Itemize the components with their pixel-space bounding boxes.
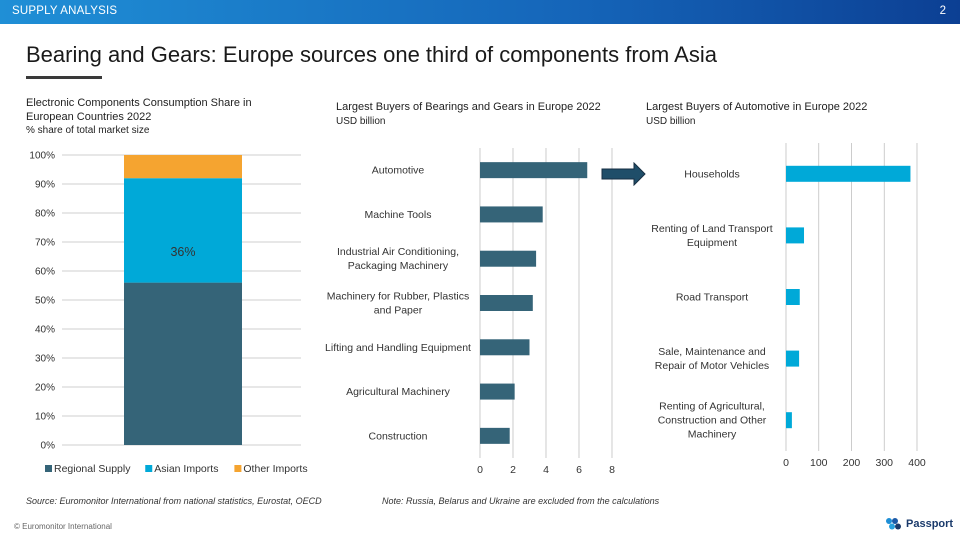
chart3-bar <box>786 165 911 182</box>
chart2-category-label: and Paper <box>374 305 423 317</box>
brand-logo: Passport <box>884 517 953 531</box>
chart2-x-tick-label: 8 <box>609 464 615 476</box>
chart2-bar <box>480 250 537 267</box>
chart2-category-label: Industrial Air Conditioning, <box>337 246 459 258</box>
chart1-y-tick-label: 60% <box>35 267 55 278</box>
chart2-category-label: Agricultural Machinery <box>346 386 451 398</box>
chart2-bar <box>480 295 533 311</box>
chart3-category-label: Renting of Land Transport <box>651 223 772 235</box>
chart2-x-tick-label: 0 <box>477 464 483 476</box>
chart3-category-label: Households <box>684 168 739 180</box>
chart1-legend-label: Regional Supply <box>54 463 131 475</box>
chart1-bar-segment-3 <box>124 155 242 179</box>
title-underline <box>26 76 102 79</box>
chart3-category-label: Equipment <box>687 237 737 249</box>
chart1-y-tick-label: 40% <box>35 325 55 336</box>
chart3-subtitle: USD billion <box>646 115 696 127</box>
chart1-legend-label: Other Imports <box>243 463 307 475</box>
chart1-y-tick-label: 30% <box>35 354 55 365</box>
chart2-category-label: Machinery for Rubber, Plastics <box>327 291 469 303</box>
chart1-data-label: 36% <box>170 245 195 259</box>
chart3-x-tick-label: 100 <box>810 457 828 469</box>
chart1-y-tick-label: 70% <box>35 238 55 249</box>
exclusion-note: Note: Russia, Belarus and Ukraine are ex… <box>382 496 660 506</box>
top-bar: SUPPLY ANALYSIS 2 <box>0 0 960 24</box>
chart1-y-tick-label: 20% <box>35 383 55 394</box>
chart2-bar <box>480 339 530 356</box>
chart3-bar <box>786 289 800 305</box>
chart3-category-label: Renting of Agricultural, <box>659 401 765 413</box>
chart2-title: Largest Buyers of Bearings and Gears in … <box>336 101 636 128</box>
chart1-y-tick-label: 10% <box>35 412 55 423</box>
chart1-bar-segment-1 <box>124 282 242 445</box>
chart2-x-tick-label: 2 <box>510 464 516 476</box>
chart3-x-tick-label: 200 <box>843 457 861 469</box>
chart3-category-label: Road Transport <box>676 292 748 304</box>
chart1-y-tick-label: 0% <box>41 441 56 452</box>
copyright: © Euromonitor International <box>14 522 112 531</box>
chart3-category-label: Sale, Maintenance and <box>658 346 766 358</box>
chart2-bar <box>480 427 510 444</box>
chart1-y-tick-label: 50% <box>35 296 55 307</box>
chart3-category-label: Construction and Other <box>658 415 767 427</box>
chart3-category-label: Repair of Motor Vehicles <box>655 360 769 372</box>
chart2-category-label: Construction <box>369 430 428 442</box>
chart2-subtitle: USD billion <box>336 115 386 127</box>
chart2-category-label: Machine Tools <box>365 209 432 221</box>
chart3-bar <box>786 350 800 367</box>
chart3-title-text: Largest Buyers of Automotive in Europe 2… <box>646 101 868 113</box>
chart1-title-line1: Electronic Components Consumption Share … <box>26 97 252 109</box>
chart3-x-tick-label: 0 <box>783 457 789 469</box>
chart1-y-tick-label: 100% <box>29 151 55 162</box>
slide-title: Bearing and Gears: Europe sources one th… <box>26 42 717 67</box>
chart1-legend-swatch <box>45 465 52 472</box>
chart3-bar <box>786 227 805 244</box>
chart2-bar <box>480 206 543 223</box>
chart3-x-tick-label: 400 <box>908 457 926 469</box>
flow-arrow-icon <box>601 162 646 186</box>
chart1-subtitle: % share of total market size <box>26 125 150 136</box>
passport-logo-icon <box>886 518 901 530</box>
chart3-bar <box>786 412 792 429</box>
chart1-title: Electronic Components Consumption Share … <box>26 97 306 138</box>
chart1-legend-swatch <box>234 465 242 472</box>
page-number: 2 <box>939 5 946 17</box>
chart2-x-tick-label: 4 <box>543 464 549 476</box>
stacked-share-chart: 0% 10% 20% 30% 40% 50% 60% 70% 80% 90% 100% 36% Regi… <box>29 151 307 476</box>
chart1-bar-segment-2 <box>124 178 242 283</box>
chart1-title-line2: European Countries 2022 <box>26 110 152 123</box>
chart3-title: Largest Buyers of Automotive in Europe 2… <box>646 101 946 128</box>
brand-name: Passport <box>906 518 954 530</box>
automotive-buyers-chart: 0 100 200 300 400 Households Renting of Land T… <box>651 143 926 469</box>
chart2-bar <box>480 162 588 179</box>
chart2-bar <box>480 383 515 400</box>
chart2-x-tick-label: 6 <box>576 464 582 476</box>
source-note: Source: Euromonitor International from n… <box>26 496 322 506</box>
chart2-title-text: Largest Buyers of Bearings and Gears in … <box>336 101 601 113</box>
bearings-gears-buyers-chart: 0 2 4 6 8 Automotive Machine Tools Industrial A… <box>325 148 615 476</box>
chart1-y-tick-label: 80% <box>35 209 55 220</box>
section-label: SUPPLY ANALYSIS <box>12 5 118 17</box>
chart1-y-tick-label: 90% <box>35 180 55 191</box>
chart1-legend-swatch <box>145 465 153 472</box>
chart2-category-label: Lifting and Handling Equipment <box>325 342 471 354</box>
chart2-category-label: Packaging Machinery <box>348 260 449 272</box>
chart3-x-tick-label: 300 <box>875 457 893 469</box>
chart3-category-label: Machinery <box>688 429 737 441</box>
chart1-legend-label: Asian Imports <box>154 463 218 475</box>
chart2-category-label: Automotive <box>372 165 425 177</box>
